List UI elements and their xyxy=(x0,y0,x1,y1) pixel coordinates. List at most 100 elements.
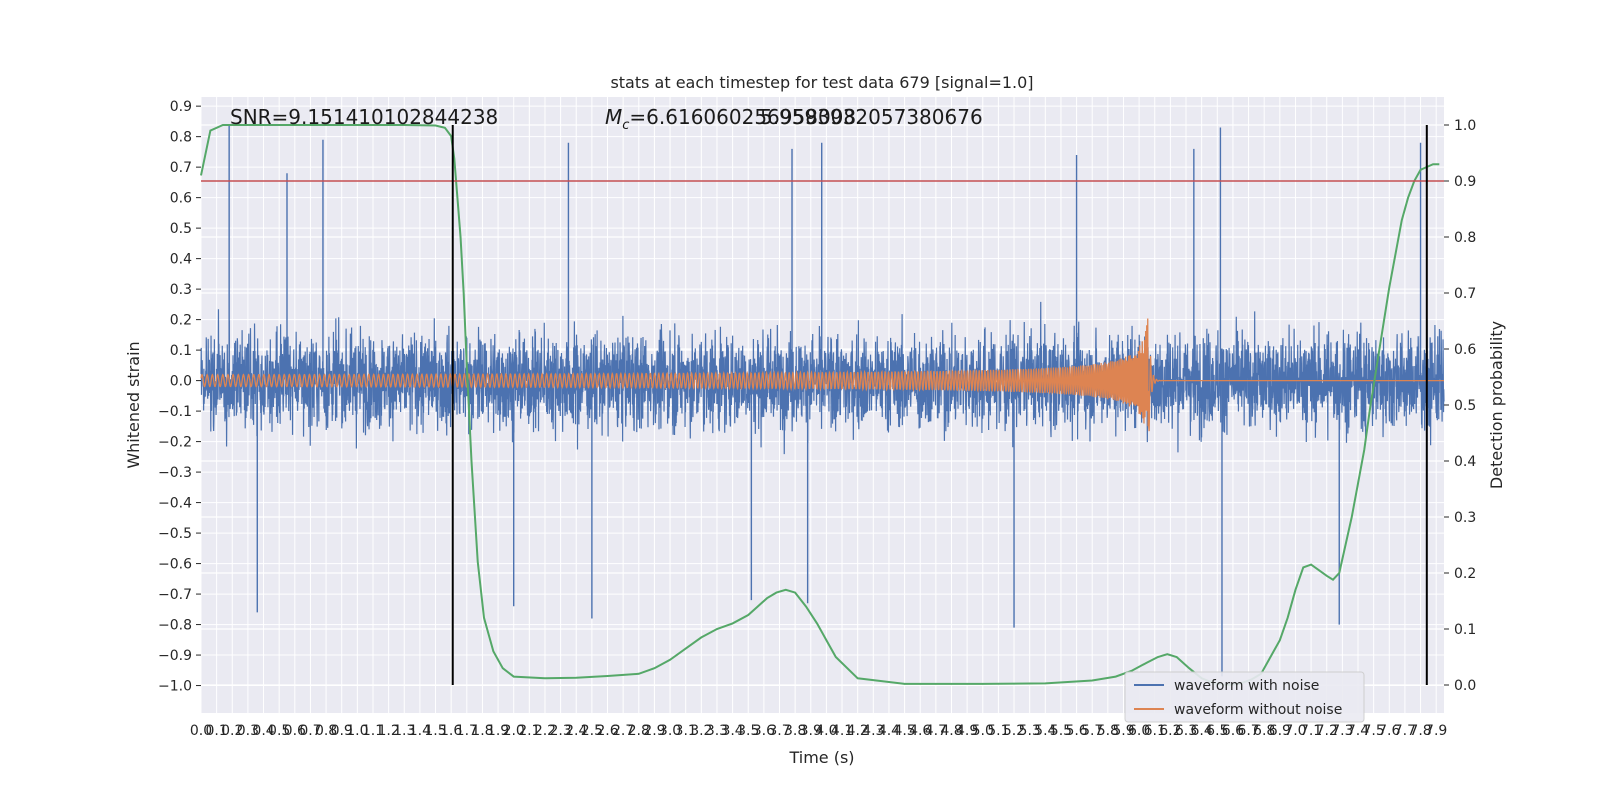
x-tick-label-27: 2.7 xyxy=(612,723,634,739)
x-tick-label-40: 4.0 xyxy=(815,723,837,739)
y-right-tick-label-1: 0.9 xyxy=(1454,174,1476,190)
y-left-tick-label-12: −0.3 xyxy=(158,465,192,481)
y-left-tick-label-0: 0.9 xyxy=(170,99,192,115)
x-tick-label-26: 2.6 xyxy=(596,723,618,739)
legend-label-chirp: waveform without noise xyxy=(1174,702,1342,718)
chirp-mass-symbol: M xyxy=(605,105,622,129)
x-tick-label-68: 6.8 xyxy=(1253,723,1275,739)
x-tick-label-31: 3.1 xyxy=(675,723,697,739)
x-tick-label-61: 6.1 xyxy=(1144,723,1166,739)
x-tick-label-54: 5.4 xyxy=(1034,723,1056,739)
x-tick-label-23: 2.3 xyxy=(549,723,571,739)
x-tick-label-44: 4.4 xyxy=(878,723,900,739)
y-left-tick-label-2: 0.7 xyxy=(170,160,192,176)
y-right-tick-labels: 1.0 0.9 0.8 0.7 0.6 0.5 0.4 0.3 0.2 0.1 0.0 xyxy=(1444,118,1476,694)
x-tick-label-13: 1.3 xyxy=(393,723,415,739)
y-right-tick-label-0: 1.0 xyxy=(1454,118,1476,134)
x-tick-label-76: 7.6 xyxy=(1378,723,1400,739)
x-tick-label-28: 2.8 xyxy=(628,723,650,739)
legend-label-noise: waveform with noise xyxy=(1174,678,1319,694)
x-tick-label-51: 5.1 xyxy=(987,723,1009,739)
x-tick-label-48: 4.8 xyxy=(940,723,962,739)
x-tick-label-56: 5.6 xyxy=(1065,723,1087,739)
chirp-mass-annotation: Mc=6.616060256958008 xyxy=(605,105,856,133)
y-left-tick-label-6: 0.3 xyxy=(170,282,192,298)
x-tick-label-32: 3.2 xyxy=(690,723,712,739)
x-tick-label-64: 6.4 xyxy=(1191,723,1213,739)
x-tick-label-2: 0.2 xyxy=(221,723,243,739)
x-tick-label-78: 7.8 xyxy=(1409,723,1431,739)
x-tick-label-7: 0.7 xyxy=(299,723,321,739)
x-tick-label-47: 4.7 xyxy=(925,723,947,739)
chart-title: stats at each timestep for test data 679… xyxy=(610,73,1033,92)
x-tick-label-53: 5.3 xyxy=(1019,723,1041,739)
y-axis-right-label: Detection probability xyxy=(1487,321,1506,489)
x-tick-label-8: 0.8 xyxy=(315,723,337,739)
x-tick-label-5: 0.5 xyxy=(268,723,290,739)
x-tick-label-67: 6.7 xyxy=(1237,723,1259,739)
x-tick-label-65: 6.5 xyxy=(1206,723,1228,739)
x-tick-label-46: 4.6 xyxy=(909,723,931,739)
x-tick-label-58: 5.8 xyxy=(1097,723,1119,739)
x-tick-label-41: 4.1 xyxy=(831,723,853,739)
x-tick-label-35: 3.5 xyxy=(737,723,759,739)
y-right-tick-label-8: 0.2 xyxy=(1454,566,1476,582)
x-tick-label-37: 3.7 xyxy=(768,723,790,739)
y-left-tick-label-1: 0.8 xyxy=(170,130,192,146)
y-left-tick-label-7: 0.2 xyxy=(170,313,192,329)
x-tick-label-79: 7.9 xyxy=(1425,723,1447,739)
x-tick-label-0: 0.0 xyxy=(190,723,212,739)
x-tick-label-73: 7.3 xyxy=(1331,723,1353,739)
x-tick-label-33: 3.3 xyxy=(706,723,728,739)
y-right-tick-label-9: 0.1 xyxy=(1454,622,1476,638)
y-axis-left-label: Whitened strain xyxy=(124,341,143,468)
x-tick-label-30: 3.0 xyxy=(659,723,681,739)
x-tick-label-10: 1.0 xyxy=(346,723,368,739)
y-right-tick-label-6: 0.4 xyxy=(1454,454,1476,470)
y-left-tick-label-18: −0.9 xyxy=(158,648,192,664)
x-tick-label-3: 0.3 xyxy=(237,723,259,739)
x-tick-label-12: 1.2 xyxy=(377,723,399,739)
x-tick-label-38: 3.8 xyxy=(784,723,806,739)
x-tick-label-60: 6.0 xyxy=(1128,723,1150,739)
y-left-tick-label-15: −0.6 xyxy=(158,557,192,573)
probability-line xyxy=(200,124,1440,687)
x-tick-label-74: 7.4 xyxy=(1347,723,1369,739)
x-tick-label-36: 3.6 xyxy=(753,723,775,739)
x-tick-label-71: 7.1 xyxy=(1300,723,1322,739)
y-left-tick-label-9: 0.0 xyxy=(170,374,192,390)
x-tick-label-29: 2.9 xyxy=(643,723,665,739)
x-tick-label-45: 4.5 xyxy=(893,723,915,739)
overlap-annotation: 5.9593932057380676 xyxy=(760,105,983,129)
x-tick-label-20: 2.0 xyxy=(503,723,525,739)
x-tick-label-11: 1.1 xyxy=(362,723,384,739)
chirp-mass-subscript: c xyxy=(622,118,629,133)
y-left-tick-label-17: −0.8 xyxy=(158,618,192,634)
chirp-trace xyxy=(200,318,1444,432)
probability-series xyxy=(200,124,1440,687)
chirp-series xyxy=(200,318,1444,432)
legend-box xyxy=(1124,671,1365,723)
y-right-tick-label-7: 0.3 xyxy=(1454,510,1476,526)
x-tick-label-9: 0.9 xyxy=(331,723,353,739)
x-tick-label-4: 0.4 xyxy=(252,723,274,739)
marker-layer xyxy=(201,125,1444,685)
x-tick-label-66: 6.6 xyxy=(1222,723,1244,739)
x-tick-label-70: 7.0 xyxy=(1284,723,1306,739)
x-tick-label-52: 5.2 xyxy=(1003,723,1025,739)
x-tick-label-63: 6.3 xyxy=(1175,723,1197,739)
x-tick-label-14: 1.4 xyxy=(409,723,431,739)
y-right-tick-label-4: 0.6 xyxy=(1454,342,1476,358)
x-tick-label-43: 4.3 xyxy=(862,723,884,739)
legend: waveform with noise waveform without noi… xyxy=(1124,671,1365,723)
y-right-tick-label-10: 0.0 xyxy=(1454,678,1476,694)
x-axis-label: Time (s) xyxy=(788,748,854,767)
x-tick-label-59: 5.9 xyxy=(1112,723,1134,739)
x-tick-label-39: 3.9 xyxy=(800,723,822,739)
y-left-tick-label-13: −0.4 xyxy=(158,496,192,512)
y-left-tick-label-8: 0.1 xyxy=(170,343,192,359)
noise-series xyxy=(200,124,1445,677)
x-tick-label-15: 1.5 xyxy=(424,723,446,739)
x-tick-label-42: 4.2 xyxy=(847,723,869,739)
